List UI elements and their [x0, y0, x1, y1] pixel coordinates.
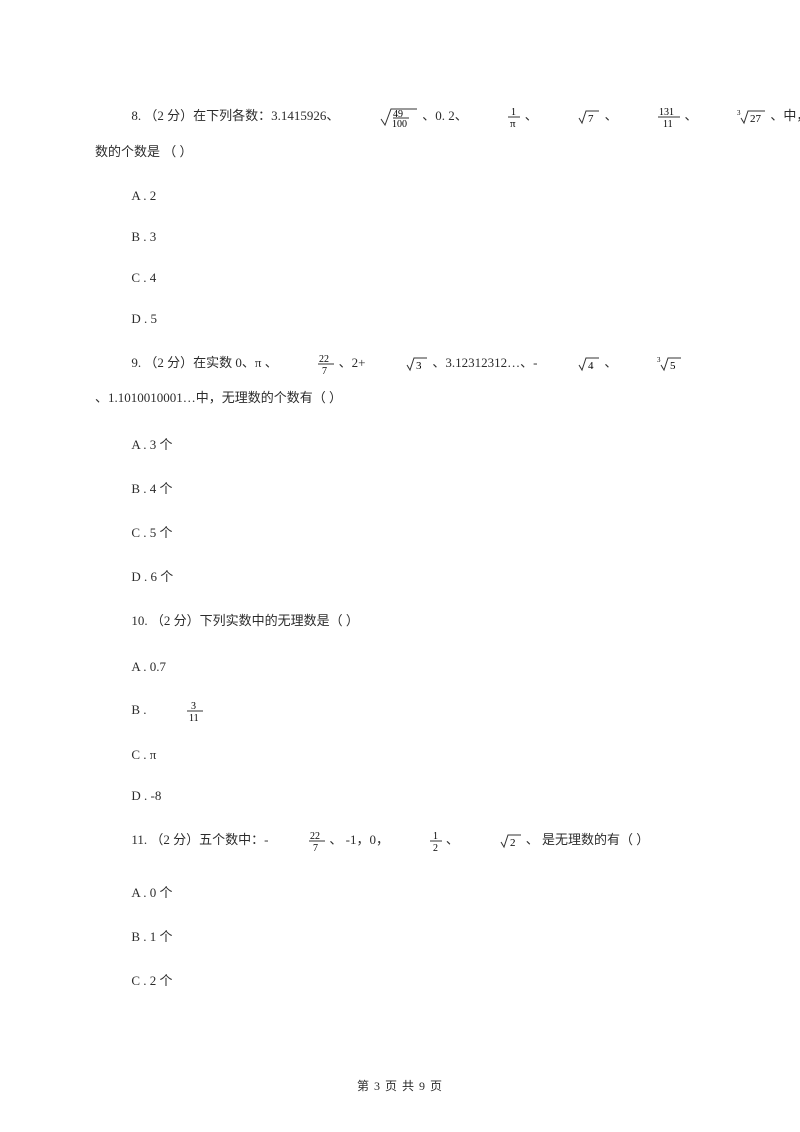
q9-prefix: 9. （2 分）在实数 0、π 、 [131, 355, 281, 370]
sqrt4-icon: 4 [541, 355, 601, 373]
q9-mid3: 、 [604, 355, 620, 370]
q8-mid1: 、0. 2、 [422, 108, 468, 123]
q8-optB: B . 3 [95, 229, 710, 245]
q8-line2: 数的个数是 （ ） [95, 141, 710, 160]
q11-tail: 、 是无理数的有（ ） [526, 832, 650, 847]
q9-optC: C . 5 个 [95, 522, 710, 541]
q11-optB: B . 1 个 [95, 926, 710, 945]
q10-optC: C . π [95, 747, 710, 763]
q11-stem: 11. （2 分）五个数中：- 227 、 -1，0， 12 、 2 、 是无理… [95, 829, 710, 852]
q8-mid4: 、 [685, 108, 698, 123]
sqrt7-icon: 7 [541, 108, 601, 126]
frac-1-pi-icon: 1π [471, 106, 521, 128]
cbrt5-icon: 35 [621, 355, 683, 373]
q9-optA: A . 3 个 [95, 434, 710, 453]
q9-optB: B . 4 个 [95, 478, 710, 497]
svg-text:3: 3 [191, 701, 196, 712]
svg-text:22: 22 [319, 354, 329, 365]
svg-text:7: 7 [322, 366, 327, 375]
q11-optA: A . 0 个 [95, 882, 710, 901]
sqrt-49-100-icon: 49100 [343, 105, 419, 129]
svg-text:100: 100 [392, 119, 407, 129]
frac-22-7-icon: 227 [281, 353, 335, 375]
q9-mid2: 、3.12312312…、- [432, 355, 540, 370]
frac-3-11-icon: 311 [150, 700, 204, 722]
q11-prefix: 11. （2 分）五个数中：- [131, 832, 271, 847]
svg-text:1: 1 [433, 831, 438, 842]
svg-text:7: 7 [313, 843, 318, 852]
q10-stem: 10. （2 分）下列实数中的无理数是（ ） [95, 610, 710, 629]
svg-text:2: 2 [510, 837, 516, 849]
q8-optA: A . 2 [95, 188, 710, 204]
q10-optB-pre: B . [131, 702, 149, 717]
q10-optB: B . 311 [95, 700, 710, 722]
svg-text:3: 3 [737, 109, 741, 117]
sqrt3-icon: 3 [369, 355, 429, 373]
q10-optD: D . -8 [95, 788, 710, 804]
q8-optD: D . 5 [95, 311, 710, 327]
q11-mid1: 、 -1，0， [329, 832, 389, 847]
svg-text:22: 22 [310, 831, 320, 842]
svg-text:2: 2 [433, 843, 438, 852]
q10-optA: A . 0.7 [95, 659, 710, 675]
svg-text:5: 5 [670, 360, 676, 372]
svg-text:3: 3 [416, 360, 422, 372]
q8-line1: 8. （2 分）在下列各数：3.1415926、 49100 、0. 2、 1π… [95, 105, 710, 129]
q9-line1: 9. （2 分）在实数 0、π 、 227 、2+ 3 、3.12312312…… [95, 352, 710, 375]
q8-mid2: 、 [525, 108, 538, 123]
svg-text:11: 11 [663, 119, 673, 128]
svg-text:4: 4 [588, 360, 594, 372]
frac-1-2-icon: 12 [392, 830, 442, 852]
q9-mid1: 、2+ [339, 355, 369, 370]
svg-text:131: 131 [659, 107, 674, 118]
cbrt27-icon: 3 27 [701, 108, 767, 126]
svg-text:π: π [510, 118, 516, 128]
page-footer: 第 3 页 共 9 页 [0, 1077, 800, 1094]
svg-text:1: 1 [511, 107, 516, 118]
q8-prefix: 8. （2 分）在下列各数：3.1415926、 [131, 108, 339, 123]
sqrt2-icon: 2 [462, 832, 522, 850]
frac-22-7-icon-2: 227 [272, 830, 326, 852]
svg-text:27: 27 [750, 113, 762, 125]
svg-text:11: 11 [189, 713, 199, 722]
q9-optD: D . 6 个 [95, 566, 710, 585]
q8-mid3: 、 [605, 108, 618, 123]
q11-mid2: 、 [446, 832, 462, 847]
svg-text:3: 3 [657, 356, 661, 364]
q8-tail: 、中，无理 [770, 108, 800, 123]
frac-131-11-icon: 13111 [621, 106, 681, 128]
q8-optC: C . 4 [95, 270, 710, 286]
q9-line2: 、1.1010010001…中，无理数的个数有（ ） [95, 387, 710, 406]
svg-text:7: 7 [588, 113, 594, 125]
q11-optC: C . 2 个 [95, 970, 710, 989]
